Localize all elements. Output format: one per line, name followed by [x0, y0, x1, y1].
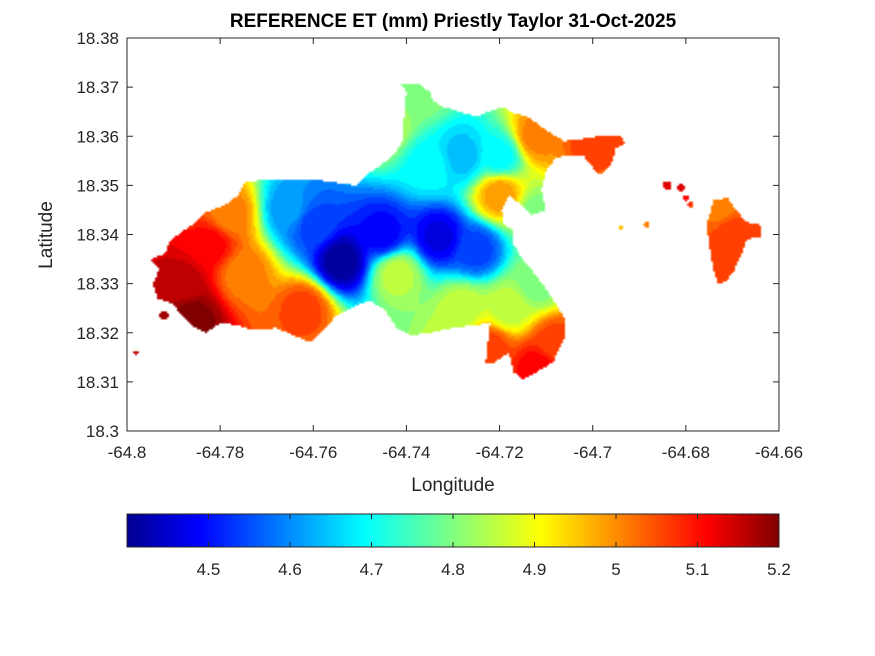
- x-tick-label: -64.76: [289, 443, 337, 462]
- et-heatmap: [127, 38, 779, 431]
- colorbar-tick-label: 4.9: [523, 560, 547, 579]
- colorbar-tick-label: 5.2: [767, 560, 791, 579]
- y-tick-label: 18.36: [76, 127, 119, 146]
- colorbar-tick-label: 5: [611, 560, 620, 579]
- y-tick-label: 18.37: [76, 78, 119, 97]
- colorbar-tick-label: 4.5: [197, 560, 221, 579]
- y-tick-label: 18.35: [76, 176, 119, 195]
- y-tick-label: 18.33: [76, 275, 119, 294]
- chart-title: REFERENCE ET (mm) Priestly Taylor 31-Oct…: [230, 11, 677, 32]
- colorbar-ticks: 4.5 4.6 4.7 4.8 4.9 5 5.1 5.2: [197, 514, 791, 579]
- x-tick-label: -64.8: [108, 443, 147, 462]
- x-tick-label: -64.72: [475, 443, 523, 462]
- x-axis-label: Longitude: [411, 475, 494, 496]
- y-axis: 18.3 18.31 18.32 18.33 18.34 18.35 18.36 18.37 1…: [76, 29, 779, 441]
- x-tick-label: -64.66: [755, 443, 803, 462]
- y-tick-label: 18.34: [76, 226, 119, 245]
- x-tick-label: -64.68: [662, 443, 710, 462]
- colorbar-tick-label: 4.6: [278, 560, 302, 579]
- colorbar-tick-label: 5.1: [686, 560, 710, 579]
- y-tick-label: 18.38: [76, 29, 119, 48]
- x-tick-label: -64.7: [573, 443, 612, 462]
- colorbar: [126, 513, 780, 548]
- y-tick-label: 18.32: [76, 324, 119, 343]
- colorbar-tick-label: 4.8: [441, 560, 465, 579]
- x-tick-label: -64.74: [382, 443, 430, 462]
- x-axis: -64.8 -64.78 -64.76 -64.74 -64.72 -64.7 -64.68…: [108, 38, 803, 462]
- y-tick-label: 18.31: [76, 373, 119, 392]
- y-axis-label: Latitude: [36, 201, 57, 269]
- colorbar-tick-label: 4.7: [360, 560, 384, 579]
- y-tick-label: 18.3: [86, 422, 119, 441]
- x-tick-label: -64.78: [196, 443, 244, 462]
